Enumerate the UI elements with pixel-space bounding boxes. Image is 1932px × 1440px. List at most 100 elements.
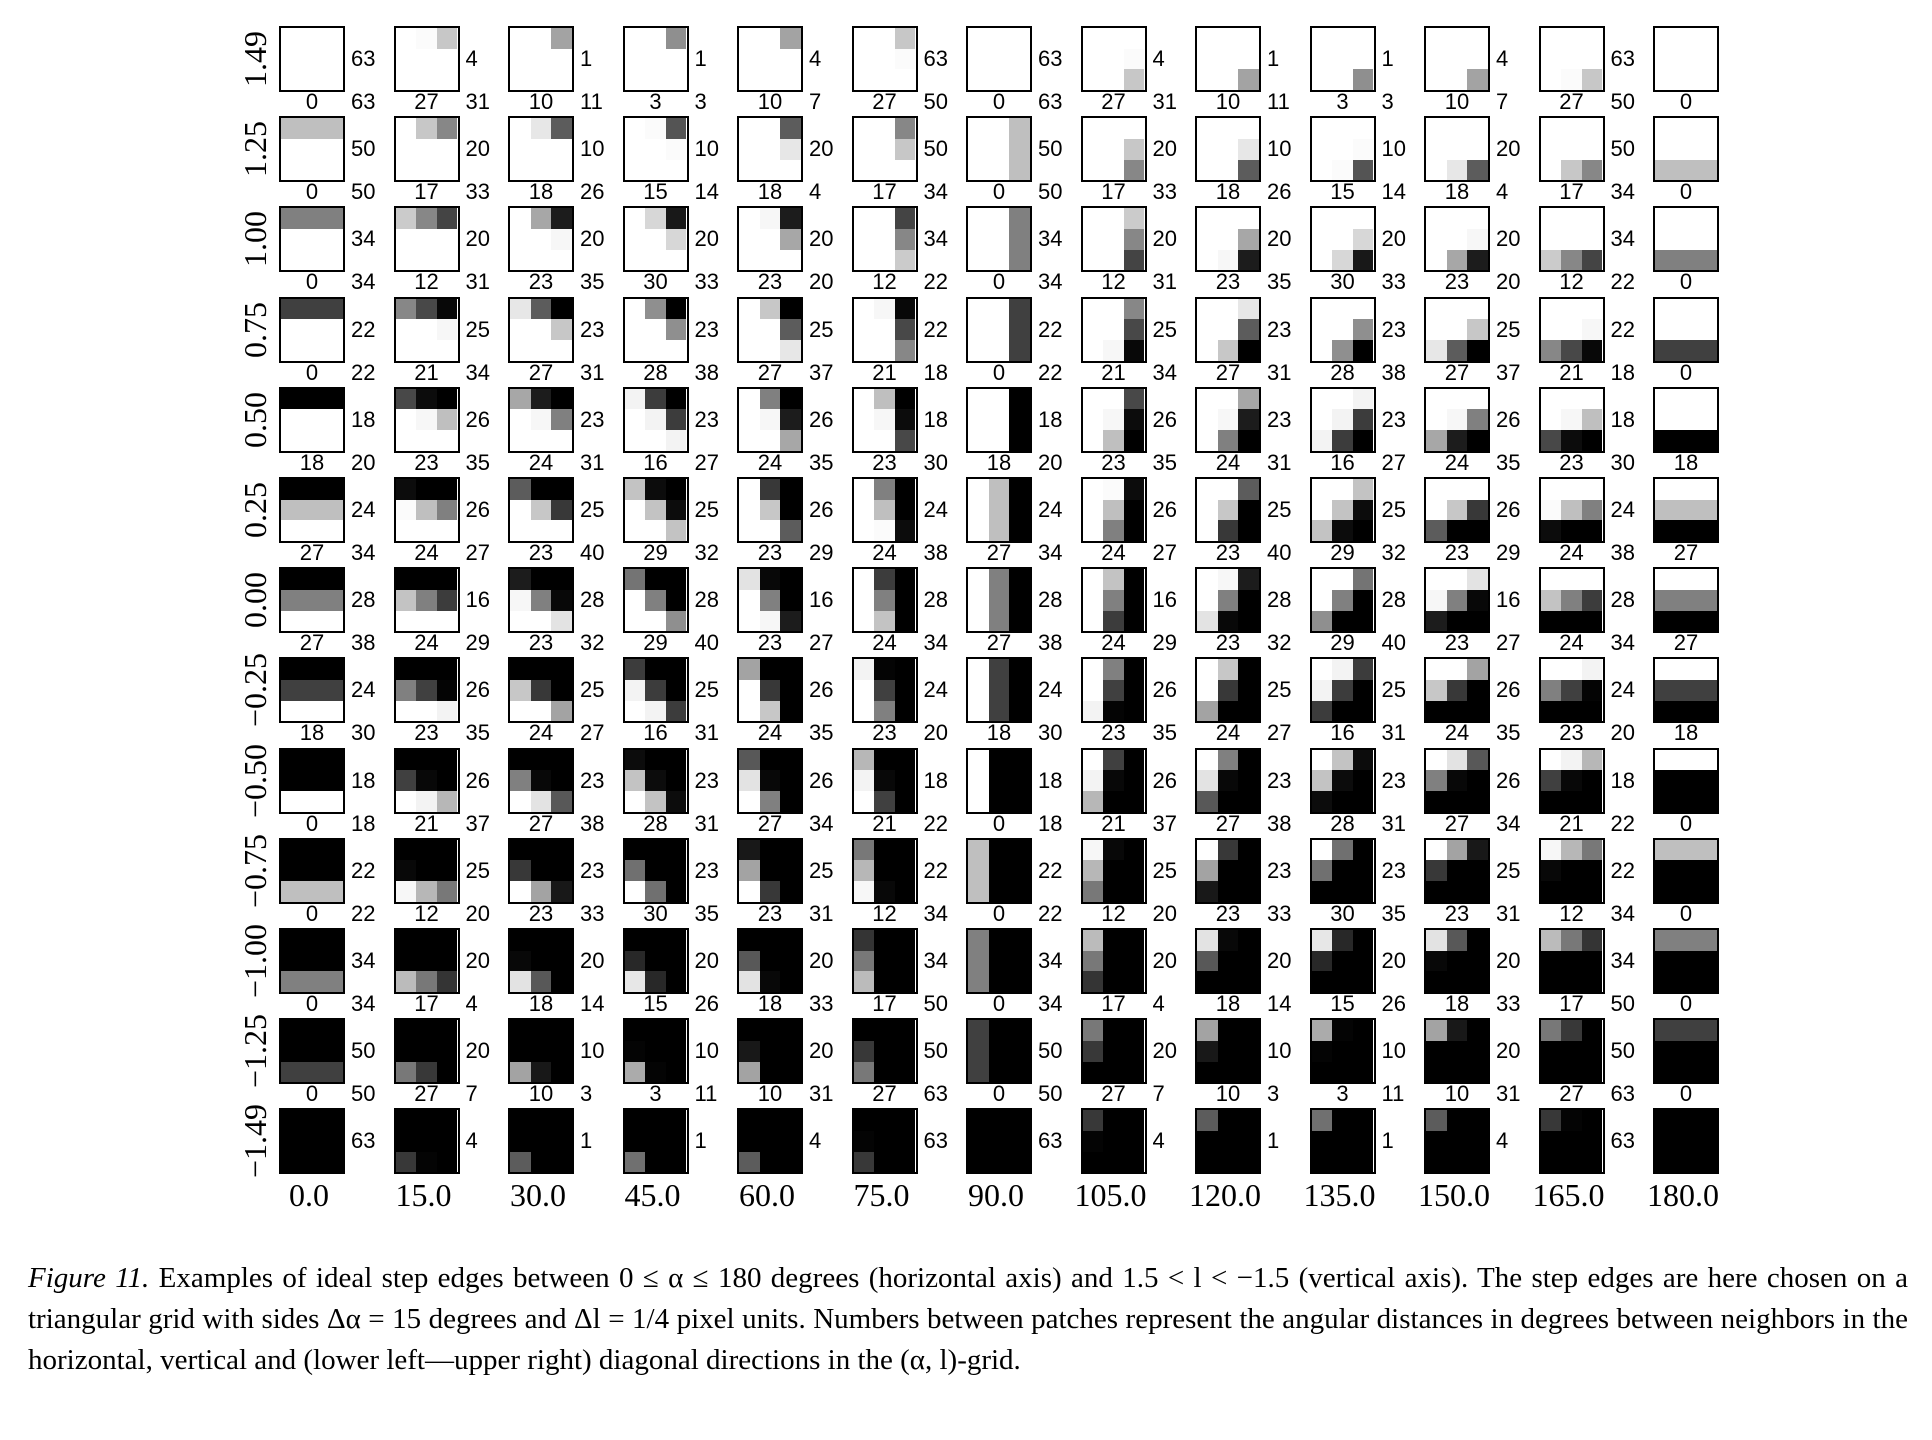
patch-pixel xyxy=(1123,770,1145,791)
patch-pixel xyxy=(1561,48,1582,70)
patch-pixel xyxy=(1467,319,1488,340)
patch-pixel xyxy=(665,1110,687,1132)
edge-patch xyxy=(393,386,460,453)
patch-pixel xyxy=(1675,48,1697,70)
patch-pixel xyxy=(1103,749,1124,771)
horizontal-distance: 23 xyxy=(1381,406,1406,432)
horizontal-distance: 23 xyxy=(1267,857,1292,883)
diagonal-distance: 18 xyxy=(923,359,948,385)
edge-patch xyxy=(508,928,574,994)
patch-pixel xyxy=(968,1061,989,1083)
horizontal-distance: 26 xyxy=(1496,406,1521,432)
patch-pixel xyxy=(281,749,302,771)
patch-pixel xyxy=(1675,839,1697,861)
patch-pixel xyxy=(739,249,760,271)
edge-patch xyxy=(508,206,574,273)
vertical-distance: 0 xyxy=(1679,900,1693,926)
patch-pixel xyxy=(1352,298,1374,320)
patch-pixel xyxy=(436,860,458,882)
patch-pixel xyxy=(1123,680,1145,701)
patch-pixel xyxy=(780,950,801,972)
patch-pixel xyxy=(645,159,666,181)
patch-pixel xyxy=(1103,1020,1124,1041)
patch-pixel xyxy=(1426,971,1447,992)
horizontal-distance: 23 xyxy=(694,406,719,432)
diagonal-distance: 50 xyxy=(1038,179,1063,205)
patch-pixel xyxy=(739,881,760,902)
patch-pixel xyxy=(436,610,458,632)
vertical-distance: 27 xyxy=(986,540,1012,565)
patch-pixel xyxy=(510,28,531,49)
horizontal-distance: 25 xyxy=(1496,857,1521,883)
horizontal-distance: 26 xyxy=(1152,406,1177,432)
patch-pixel xyxy=(1446,610,1468,632)
patch-pixel xyxy=(1311,409,1333,431)
patch-pixel xyxy=(1446,1040,1468,1062)
patch-pixel xyxy=(780,569,801,590)
patch-pixel xyxy=(530,589,552,611)
patch-pixel xyxy=(301,680,323,701)
patch-pixel xyxy=(416,749,437,771)
vertical-distance: 24 xyxy=(1101,540,1126,565)
edge-patch xyxy=(1195,657,1261,724)
patch-pixel xyxy=(416,1040,437,1062)
horizontal-distance: 1 xyxy=(1381,46,1394,71)
horizontal-distance: 50 xyxy=(923,1038,948,1064)
patch-pixel xyxy=(1426,229,1447,250)
patch-pixel xyxy=(1238,971,1259,992)
patch-pixel xyxy=(1123,229,1145,250)
patch-pixel xyxy=(1311,118,1333,139)
diagonal-distance: 31 xyxy=(580,359,605,385)
patch-pixel xyxy=(322,138,343,160)
patch-pixel xyxy=(1123,479,1145,500)
patch-pixel xyxy=(624,1131,646,1152)
vertical-distance: 18 xyxy=(299,720,325,746)
patch-pixel xyxy=(780,388,801,410)
edge-patch xyxy=(1538,386,1605,453)
edge-patch xyxy=(1309,116,1376,183)
edge-patch xyxy=(393,1108,460,1175)
edge-patch xyxy=(508,1018,574,1085)
patch-pixel xyxy=(510,749,531,771)
diagonal-distance: 30 xyxy=(923,449,948,475)
patch-pixel xyxy=(322,430,343,451)
vertical-distance: 0 xyxy=(992,89,1006,114)
patch-pixel xyxy=(1655,249,1676,271)
diagonal-distance: 34 xyxy=(1610,630,1635,656)
patch-pixel xyxy=(1238,1151,1259,1173)
patch-pixel xyxy=(894,298,916,320)
patch-pixel xyxy=(1009,69,1030,90)
patch-pixel xyxy=(1561,790,1582,812)
patch-pixel xyxy=(510,48,531,70)
patch-pixel xyxy=(1655,430,1676,451)
patch-pixel xyxy=(1540,1131,1562,1152)
patch-pixel xyxy=(1217,1040,1239,1062)
horizontal-distance: 16 xyxy=(465,587,490,613)
patch-pixel xyxy=(1217,388,1239,410)
edge-patch xyxy=(279,567,345,634)
patch-pixel xyxy=(1467,790,1488,812)
patch-pixel xyxy=(759,229,781,250)
patch-pixel xyxy=(1123,1040,1145,1062)
horizontal-distance: 63 xyxy=(1610,46,1635,71)
patch-pixel xyxy=(1467,881,1488,902)
patch-pixel xyxy=(1197,659,1218,681)
patch-pixel xyxy=(1467,839,1488,861)
patch-pixel xyxy=(1446,1110,1468,1132)
patch-pixel xyxy=(281,1040,302,1062)
diagonal-distance: 38 xyxy=(1381,359,1406,385)
diagonal-distance: 31 xyxy=(1496,1081,1521,1107)
patch-pixel xyxy=(665,860,687,882)
patch-pixel xyxy=(1675,249,1697,271)
horizontal-distance: 16 xyxy=(809,587,834,613)
patch-pixel xyxy=(1696,118,1717,139)
edge-patch xyxy=(1080,26,1147,92)
patch-pixel xyxy=(1123,971,1145,992)
patch-pixel xyxy=(1675,881,1697,902)
patch-pixel xyxy=(624,971,646,992)
patch-pixel xyxy=(1009,881,1030,902)
patch-pixel xyxy=(1103,1151,1124,1173)
diagonal-distance: 50 xyxy=(1610,89,1635,114)
horizontal-distance: 26 xyxy=(1496,677,1521,703)
patch-pixel xyxy=(281,499,302,521)
